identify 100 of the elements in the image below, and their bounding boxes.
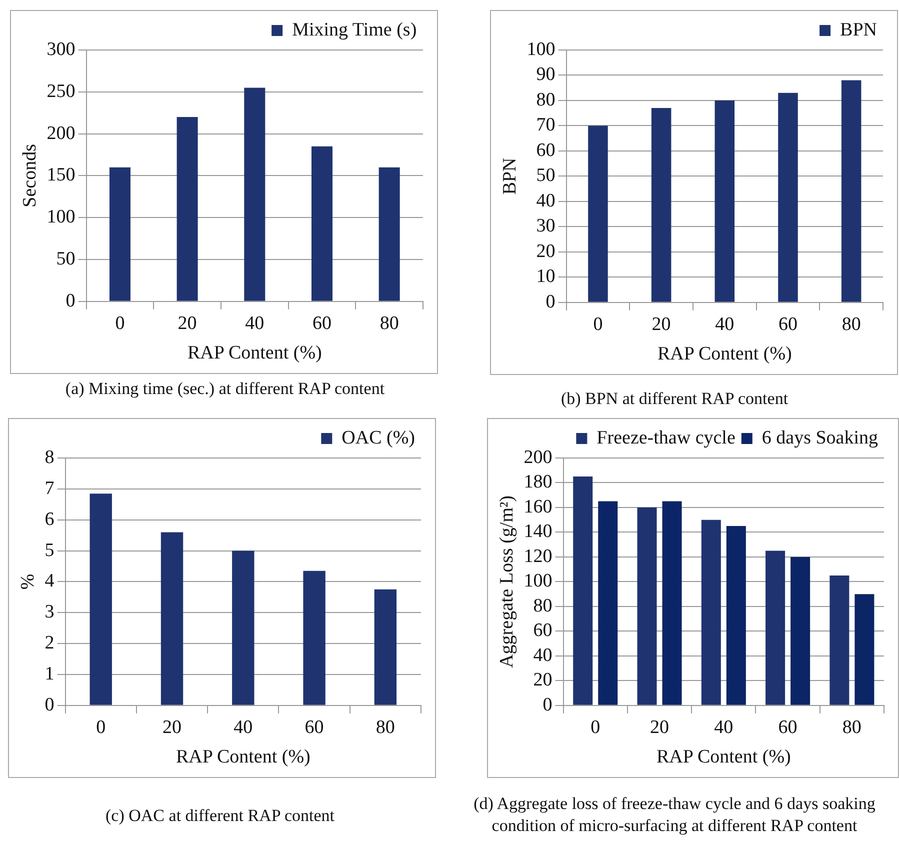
- y-tick-label: 60: [536, 140, 556, 161]
- x-tick-label: 20: [162, 716, 182, 738]
- y-tick-label: 100: [526, 38, 556, 60]
- bar: [778, 92, 798, 302]
- y-tick-label: 160: [524, 496, 552, 518]
- y-tick-label: 0: [66, 290, 76, 312]
- bar: [176, 117, 198, 301]
- legend-label: BPN: [840, 19, 878, 40]
- y-tick-label: 300: [46, 38, 76, 60]
- bar: [573, 476, 593, 705]
- bar: [701, 520, 721, 705]
- y-tick-label: 20: [533, 670, 552, 691]
- text: (b) BPN at different RAP content: [560, 388, 790, 410]
- bar: [841, 80, 862, 302]
- y-tick-label: 180: [524, 472, 552, 493]
- y-tick-label: 30: [536, 216, 556, 237]
- bar: [109, 167, 130, 301]
- y-tick-label: 150: [46, 164, 76, 186]
- y-tick-label: 200: [524, 446, 552, 468]
- x-tick-label: 0: [593, 314, 603, 335]
- x-tick-label: 0: [115, 312, 125, 334]
- bar: [790, 556, 810, 705]
- y-tick-label: 0: [542, 694, 552, 716]
- y-tick-label: 120: [524, 546, 552, 567]
- y-tick-label: 2: [44, 632, 54, 654]
- y-tick-label: 0: [44, 694, 54, 716]
- bar: [244, 88, 266, 301]
- x-tick-label: 80: [842, 716, 862, 738]
- legend-label: OAC (%): [342, 427, 416, 448]
- bar: [854, 594, 874, 705]
- y-axis-title: BPN: [499, 157, 520, 195]
- x-tick-label: 0: [590, 716, 600, 738]
- y-tick-label: 80: [536, 89, 556, 110]
- x-axis-title: RAP Content (%): [656, 746, 791, 768]
- x-tick-label: 20: [650, 716, 670, 738]
- x-tick-label: 40: [715, 314, 734, 335]
- legend-label: Mixing Time (s): [292, 19, 417, 40]
- bar: [311, 146, 332, 301]
- y-axis-title: Aggregate Loss (g/m²): [496, 495, 518, 668]
- bar: [160, 532, 184, 705]
- y-tick-label: 80: [533, 595, 552, 616]
- y-tick-label: 0: [546, 291, 556, 312]
- y-tick-label: 5: [44, 540, 54, 561]
- x-tick-label: 40: [714, 716, 734, 738]
- bar: [637, 507, 657, 705]
- bar: [90, 494, 112, 705]
- text: (d) Aggregate loss of freeze-thaw cycle and 6 days soaking condition of micro-surfacing at different RAP content: [472, 793, 876, 837]
- bar: [651, 108, 672, 302]
- x-tick-label: 80: [842, 314, 861, 335]
- bar: [232, 550, 254, 705]
- bar: [830, 576, 850, 705]
- y-tick-label: 60: [533, 620, 552, 642]
- text: (a) Mixing time (sec.) at different RAP content: [64, 378, 386, 400]
- bar: [378, 167, 400, 301]
- x-tick-label: 20: [652, 314, 671, 335]
- bar: [598, 501, 618, 705]
- text: (c) OAC at different RAP content: [104, 805, 336, 827]
- x-tick-label: 40: [234, 716, 253, 738]
- bar: [714, 100, 735, 302]
- y-axis-title: Seconds: [19, 144, 40, 208]
- y-tick-label: 50: [536, 165, 556, 186]
- x-tick-label: 40: [245, 312, 264, 334]
- x-axis-title: RAP Content (%): [657, 344, 792, 365]
- x-tick-label: 60: [304, 716, 324, 738]
- x-tick-label: 60: [312, 312, 332, 334]
- x-axis-title: RAP Content (%): [187, 342, 322, 364]
- x-tick-label: 60: [778, 314, 798, 335]
- y-tick-label: 3: [44, 602, 54, 623]
- x-axis-title: RAP Content (%): [176, 746, 310, 768]
- x-tick-label: 60: [778, 716, 798, 738]
- y-tick-label: 100: [524, 570, 552, 592]
- y-tick-label: 10: [536, 266, 556, 288]
- y-tick-label: 200: [46, 122, 76, 144]
- y-tick-label: 90: [536, 64, 556, 86]
- y-tick-label: 1: [44, 663, 54, 684]
- x-tick-label: 80: [376, 716, 395, 738]
- y-tick-label: 250: [46, 80, 76, 102]
- y-tick-label: 20: [536, 240, 556, 262]
- y-tick-label: 70: [536, 114, 556, 136]
- bar: [374, 589, 397, 705]
- bar: [303, 570, 326, 705]
- bar: [588, 126, 608, 302]
- y-tick-label: 40: [533, 644, 552, 666]
- legend-label: 6 days Soaking: [762, 427, 878, 448]
- bar: [766, 550, 786, 705]
- y-tick-label: 7: [44, 478, 54, 499]
- y-tick-label: 50: [56, 248, 76, 270]
- y-tick-label: 4: [44, 570, 55, 592]
- y-tick-label: 100: [46, 206, 76, 228]
- x-tick-label: 20: [178, 312, 197, 334]
- y-tick-label: 6: [44, 508, 54, 530]
- y-tick-label: 8: [44, 446, 54, 468]
- y-tick-label: 40: [536, 190, 556, 212]
- legend-label: Freeze-thaw cycle: [596, 427, 736, 448]
- bar: [726, 526, 746, 705]
- y-tick-label: 140: [524, 521, 552, 542]
- x-tick-label: 0: [96, 716, 106, 738]
- x-tick-label: 80: [380, 312, 399, 334]
- y-axis-title: %: [17, 574, 38, 590]
- bar: [662, 501, 682, 705]
